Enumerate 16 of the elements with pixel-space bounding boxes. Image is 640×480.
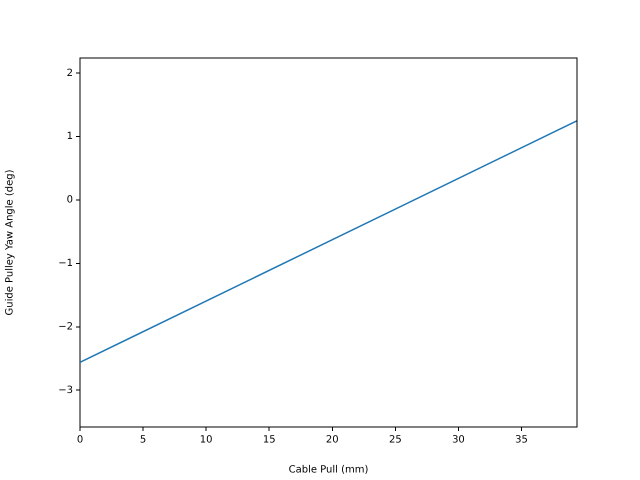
x-tick-label: 30 (452, 434, 465, 446)
y-tick-label: −2 (58, 321, 73, 332)
x-tick-label: 35 (515, 434, 528, 446)
y-tick-label: 1 (66, 131, 73, 142)
x-tick-label: 15 (262, 434, 276, 446)
x-tick-label: 5 (140, 434, 146, 446)
y-tick-label: −3 (58, 384, 73, 396)
y-axis-title: Guide Pulley Yaw Angle (deg) (4, 169, 16, 316)
x-tick-label: 10 (200, 434, 213, 446)
y-tick-label: 0 (66, 194, 73, 206)
x-tick-label: 25 (388, 434, 402, 446)
x-axis-title: Cable Pull (mm) (288, 464, 368, 476)
x-tick-label: 0 (76, 434, 84, 446)
y-tick-label: −1 (58, 258, 73, 270)
y-tick-label: 2 (66, 68, 73, 79)
x-tick-label: 20 (326, 434, 339, 446)
